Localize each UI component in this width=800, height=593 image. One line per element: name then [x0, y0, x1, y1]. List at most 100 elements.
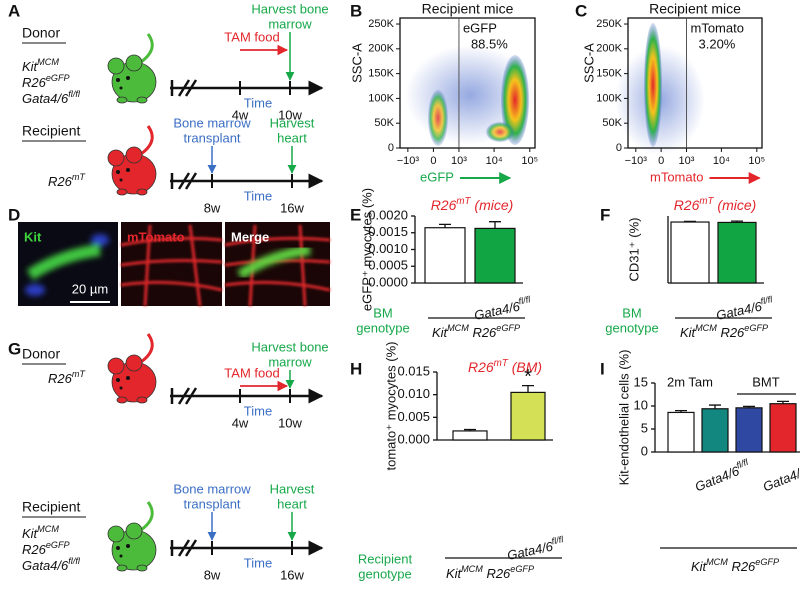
error-bar — [675, 409, 687, 413]
superscript: eGFP — [755, 557, 779, 567]
y-tick-label: 0.0005 — [368, 258, 408, 273]
group-label: KitMCM R26eGFP — [680, 323, 768, 340]
timeline-break — [184, 79, 198, 97]
text-run: Kit — [691, 559, 708, 574]
superscript: eGFP — [510, 564, 534, 574]
timeline-tick-label: 16w — [280, 567, 304, 582]
mouse-eye — [116, 546, 120, 550]
transplant-label: transplant — [183, 496, 240, 511]
chart-title: R26mT (BM) — [468, 358, 542, 375]
x-tick-label: −10³ — [397, 155, 420, 167]
mouse-foot — [116, 564, 128, 572]
micrograph — [18, 222, 331, 307]
bar — [769, 403, 797, 453]
scale-bar-label: 20 µm — [72, 281, 108, 296]
mouse-eye — [116, 170, 120, 174]
y-tick-label: 0 — [616, 142, 622, 154]
annotation: 2m Tam — [667, 374, 713, 389]
mouse-ear — [125, 522, 143, 540]
timeline-axis-label: Time — [244, 95, 272, 110]
superscript: fl/fl — [760, 294, 774, 306]
text-run: Gata4/6 — [473, 299, 522, 323]
timeline-tick-label: 16w — [280, 200, 304, 215]
text-run: R26 — [48, 174, 73, 189]
mouse-foot — [136, 96, 148, 104]
x-tick-label: Gata4/6fl/fl — [714, 294, 775, 323]
text-run: R26 — [22, 75, 47, 90]
annotation: BMT — [752, 374, 780, 389]
mouse-ear — [125, 146, 143, 164]
mouse-ear — [107, 525, 125, 543]
gate-name: mTomato — [691, 20, 744, 35]
text-run: R26 — [431, 197, 457, 213]
genotype: R26mT — [48, 172, 86, 189]
significance-marker: * — [524, 366, 532, 388]
x-tick-label: Gata4/6fl/fl — [692, 457, 753, 495]
bar — [667, 411, 695, 453]
y-tick-label: 0.000 — [397, 431, 430, 446]
y-tick-label: 0.0010 — [368, 241, 408, 256]
panel-label: D — [8, 205, 20, 224]
axis-caption: BM — [373, 305, 393, 320]
plot-frame — [399, 17, 536, 149]
superscript: MCM — [37, 524, 59, 534]
mouse-foot — [136, 396, 148, 404]
text-run: Kit — [680, 325, 697, 340]
text-run: R26 — [469, 325, 497, 340]
text-run: Gata4/6 — [761, 463, 800, 495]
transplant-label: Bone marrow — [173, 481, 251, 496]
timeline-axis-label: Time — [244, 555, 272, 570]
gate-percent: 88.5% — [471, 36, 508, 51]
text-run: R26 — [717, 325, 745, 340]
mouse-eye — [116, 78, 120, 82]
panel-label: C — [575, 1, 587, 20]
x-axis-label: eGFP — [420, 169, 454, 184]
y-tick-label: 100K — [368, 92, 394, 104]
y-tick-label: 0.0015 — [368, 224, 408, 239]
error-bar — [439, 223, 451, 228]
error-bar — [743, 405, 755, 408]
error-bar — [731, 220, 743, 223]
genotype: R26mT — [48, 369, 86, 386]
text-run: (BM) — [508, 359, 542, 375]
treatment-label: TAM food — [224, 365, 279, 380]
harvest-label: Harvest — [270, 481, 315, 496]
bar — [474, 227, 516, 284]
text-run: Kit — [22, 59, 39, 74]
error-bar — [709, 404, 721, 409]
mouse-foot — [116, 396, 128, 404]
y-tick-label: 100K — [596, 92, 622, 104]
chart-title: Recipient mice — [422, 1, 514, 17]
y-axis-label: tomato⁺ myocytes (%) — [383, 342, 398, 471]
timeline-break — [184, 387, 198, 405]
superscript: fl/fl — [551, 534, 565, 546]
y-tick-label: 200K — [368, 43, 394, 55]
treatment-label: TAM food — [224, 29, 279, 44]
genotype: R26eGFP — [22, 73, 70, 90]
error-bar — [777, 400, 789, 404]
genotype: KitMCM — [22, 524, 59, 541]
mouse-icon — [107, 33, 157, 104]
harvest-label: heart — [277, 130, 307, 145]
panel-label: A — [8, 1, 20, 20]
y-tick-label: 150K — [596, 68, 622, 80]
text-run: R26 — [22, 542, 47, 557]
axis-caption: genotype — [358, 566, 412, 581]
text-run: R26 — [674, 197, 700, 213]
mouse-eye — [126, 76, 130, 80]
panel-label: E — [350, 205, 361, 224]
harvest-label: marrow — [268, 354, 312, 369]
axis-caption: BM — [622, 305, 642, 320]
text-run: R26 — [728, 559, 756, 574]
mouse-ear — [107, 357, 125, 375]
axis-caption: genotype — [356, 320, 410, 335]
panel-label: G — [8, 339, 21, 358]
x-tick-label: 0 — [430, 155, 436, 167]
x-tick-label: −10³ — [625, 155, 648, 167]
timeline-tick-label: 4w — [232, 415, 249, 430]
mouse-foot — [116, 188, 128, 196]
bar — [735, 407, 763, 453]
error-bar — [684, 220, 696, 223]
timeline-break — [177, 387, 191, 405]
mouse-foot — [116, 96, 128, 104]
